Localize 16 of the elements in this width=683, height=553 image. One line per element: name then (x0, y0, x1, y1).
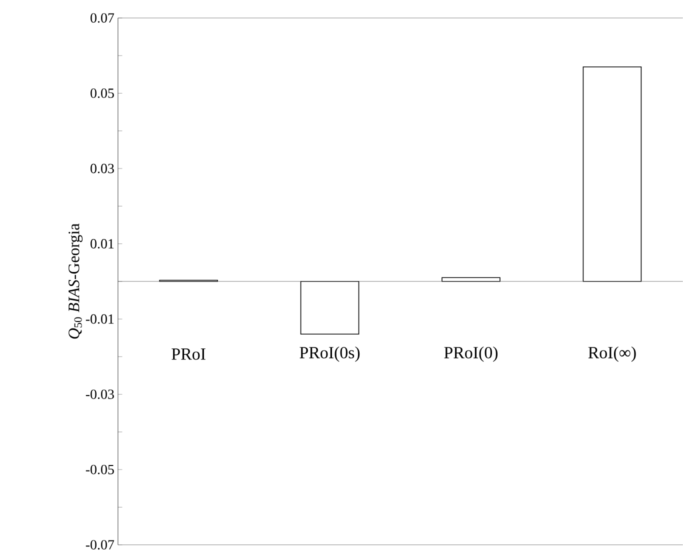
bar (582, 66, 642, 282)
y-tick-label: -0.07 (86, 540, 114, 550)
x-tick-label: RoI(∞) (588, 346, 636, 362)
y-tick-label: 0.03 (90, 164, 114, 174)
y-axis-title: Q$_{50}$ BIAS-Georgia (68, 224, 83, 339)
y-tick-label: -0.03 (86, 390, 114, 400)
x-tick-label: PRoI (172, 348, 206, 360)
y-tick-label: -0.05 (86, 464, 114, 474)
y-tick-label: 0.07 (90, 13, 114, 23)
y-tick-label: 0.05 (90, 88, 114, 98)
y-tick-label: -0.01 (86, 314, 114, 324)
x-tick-label: PRoI(0s) (300, 346, 360, 362)
x-tick-label: PRoI(0) (444, 346, 498, 362)
y-tick-label: 0.01 (90, 239, 114, 249)
bar (300, 281, 360, 335)
bar (442, 277, 500, 282)
